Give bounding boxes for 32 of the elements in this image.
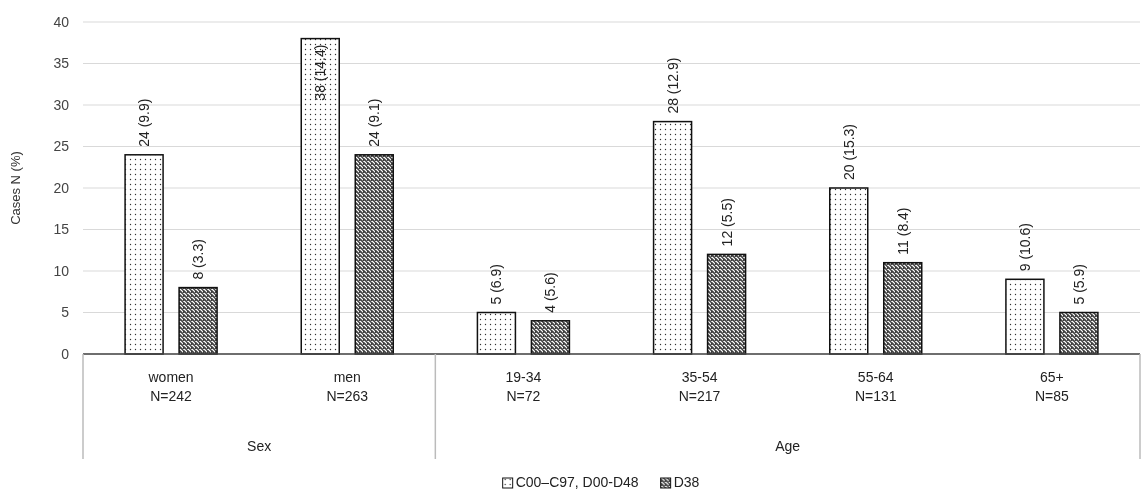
legend-label: D38 — [673, 474, 700, 490]
y-tick-label: 0 — [61, 345, 70, 362]
text: Sex — [247, 438, 272, 454]
y-tick-label: 35 — [53, 55, 70, 72]
y-tick-label: 40 — [53, 13, 70, 30]
y-axis-title: Cases N (%) — [8, 151, 23, 225]
text: Age — [775, 438, 801, 454]
data-label: 24 (9.9) — [136, 98, 153, 147]
data-label: 38 (14.4) — [312, 44, 329, 101]
x-tick-label: 65+ N=85 — [1034, 369, 1070, 404]
y-tick-label: 20 — [53, 179, 70, 196]
data-label: 28 (12.9) — [664, 57, 681, 114]
x-tick-label: 19-34 N=72 — [505, 369, 542, 404]
data-label: 5 (5.9) — [1070, 264, 1087, 305]
y-tick-label: 10 — [53, 262, 70, 279]
data-label: 11 (8.4) — [894, 207, 911, 255]
legend-label: C00–C97, D00-D48 — [515, 474, 639, 490]
data-label: 12 (5.5) — [718, 198, 735, 247]
data-label: 20 (15.3) — [840, 123, 857, 180]
y-tick-label: 5 — [61, 304, 70, 321]
data-label: 4 (5.6) — [542, 272, 559, 313]
y-tick-label: 30 — [53, 96, 70, 113]
data-label: 8 (3.3) — [190, 239, 207, 280]
data-label: 5 (6.9) — [488, 264, 505, 305]
y-tick-label: 15 — [53, 221, 70, 238]
data-label: 24 (9.1) — [366, 98, 383, 147]
x-tick-label: women N=242 — [147, 369, 194, 404]
x-tick-label: 35-54 N=217 — [678, 369, 721, 404]
x-tick-label: men N=263 — [326, 369, 369, 404]
data-label: 9 (10.6) — [1016, 223, 1033, 272]
y-tick-label: 25 — [53, 138, 70, 155]
x-tick-label: 55-64 N=131 — [854, 369, 897, 404]
